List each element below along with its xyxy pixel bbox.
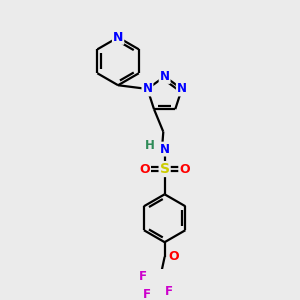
Text: O: O [179,163,190,176]
Text: N: N [177,82,187,95]
Text: H: H [145,140,155,152]
Text: N: N [160,142,170,156]
Text: N: N [142,82,152,95]
Text: F: F [143,287,151,300]
Text: N: N [160,70,170,83]
Text: F: F [140,270,147,283]
Text: O: O [169,250,179,263]
Text: N: N [113,31,123,44]
Text: S: S [160,162,170,176]
Text: O: O [140,163,150,176]
Text: F: F [165,285,172,298]
